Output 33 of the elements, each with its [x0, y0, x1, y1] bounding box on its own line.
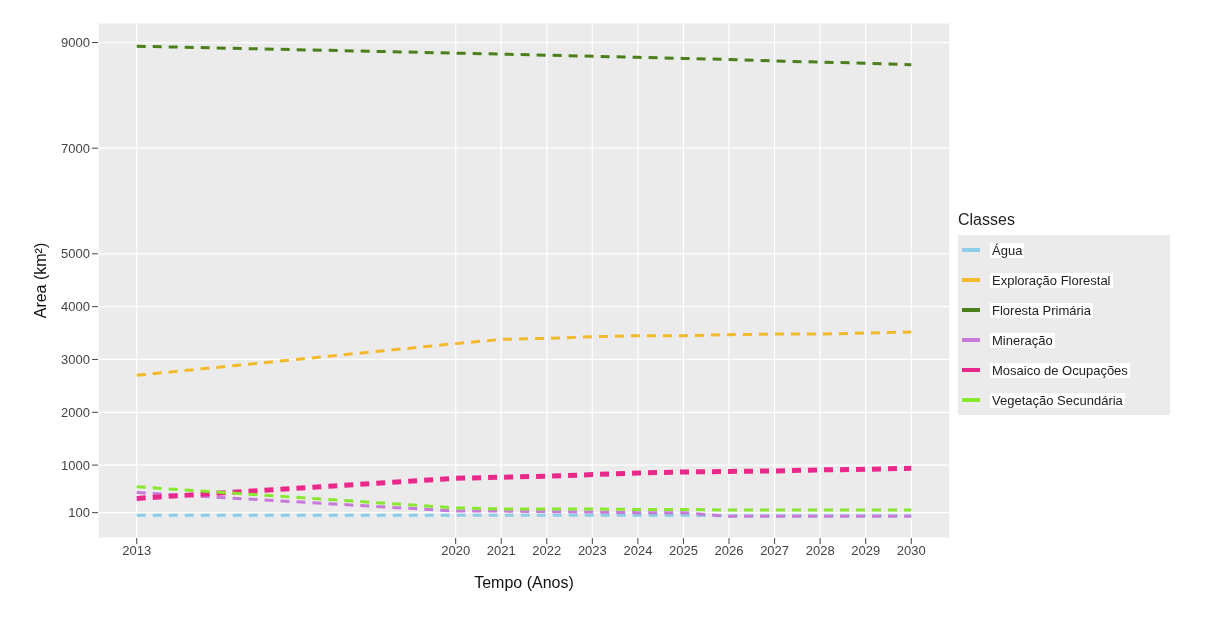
y-tick-label: 7000	[61, 140, 90, 156]
x-tick-label: 2028	[805, 543, 835, 559]
x-tick-label: 2020	[441, 543, 471, 559]
legend-label: Água	[990, 242, 1025, 258]
legend-label: Exploração Florestal	[990, 272, 1113, 288]
x-tick-label: 2013	[122, 543, 152, 559]
legend-label: Vegetação Secundária	[990, 392, 1125, 408]
line-series	[135, 491, 913, 518]
x-tick-label: 2021	[486, 543, 516, 559]
y-tick-label: 1000	[61, 457, 90, 473]
x-tick-label: 2024	[623, 543, 653, 559]
y-tick-label: 3000	[61, 352, 90, 368]
y-tick-label: 9000	[61, 35, 90, 51]
x-tick-label: 2030	[896, 543, 926, 559]
x-tick-label: 2027	[760, 543, 790, 559]
x-axis-title: Tempo (Anos)	[474, 574, 574, 591]
y-tick-label: 100	[68, 505, 90, 521]
y-axis-title: Area (km²)	[32, 242, 49, 319]
x-tick-label: 2023	[577, 543, 607, 559]
legend-label: Mineração	[990, 332, 1055, 348]
line-series	[135, 330, 913, 377]
x-tick-label: 2022	[532, 543, 562, 559]
x-tick-label: 2026	[714, 543, 744, 559]
line-series	[135, 485, 913, 512]
legend-label: Mosaico de Ocupações	[990, 362, 1130, 378]
line-series	[135, 44, 913, 67]
y-tick-label: 2000	[61, 404, 90, 420]
x-tick-label: 2029	[851, 543, 881, 559]
legend-label: Floresta Primária	[990, 302, 1093, 318]
y-tick-label: 5000	[61, 246, 90, 262]
legend-title: Classes	[958, 211, 1016, 229]
y-tick-label: 4000	[61, 299, 90, 315]
x-tick-label: 2025	[669, 543, 698, 559]
